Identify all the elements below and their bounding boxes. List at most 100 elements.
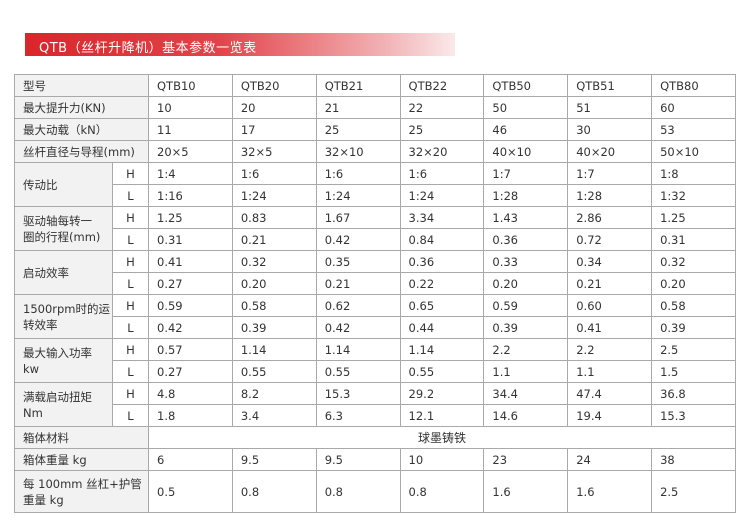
sub-row: L 1.8 3.4 6.3 12.1 14.6 19.4 15.3 bbox=[15, 404, 736, 427]
value-cell: 1.14 bbox=[315, 338, 401, 361]
value-cell: 1:8 bbox=[651, 162, 736, 185]
value-cell: 10 bbox=[148, 96, 233, 119]
value-cell: 0.20 bbox=[483, 272, 569, 295]
header-cell: QTB51 bbox=[567, 74, 653, 97]
sub-row: L 0.27 0.20 0.21 0.22 0.20 0.21 0.20 bbox=[15, 272, 736, 295]
value-cell: 0.31 bbox=[148, 228, 233, 251]
value-cell: 0.32 bbox=[651, 250, 736, 273]
value-cell: 24 bbox=[567, 448, 653, 471]
value-cell: 22 bbox=[399, 96, 485, 119]
value-cell: 6 bbox=[148, 448, 233, 471]
value-cell: 1.25 bbox=[651, 206, 736, 229]
row-label-line: 丝杆直径与导程(mm) bbox=[23, 144, 135, 159]
row-label-line: 最大动载（kN） bbox=[23, 122, 108, 137]
sub-key: H bbox=[112, 250, 149, 273]
value-cell: 0.65 bbox=[399, 294, 485, 317]
sub-row: L 0.27 0.55 0.55 0.55 1.1 1.1 1.5 bbox=[15, 360, 736, 383]
row-label: 满载启动扭矩 Nm bbox=[14, 382, 113, 427]
header-cell: QTB50 bbox=[483, 74, 569, 97]
value-cell: 1:28 bbox=[567, 184, 653, 207]
value-cell: 0.36 bbox=[399, 250, 485, 273]
value-cell: 0.62 bbox=[315, 294, 401, 317]
value-cell: 34.4 bbox=[483, 382, 569, 405]
sub-row: L 1:16 1:24 1:24 1:24 1:28 1:28 1:32 bbox=[15, 184, 736, 207]
value-cell: 1.5 bbox=[651, 360, 736, 383]
row-label: 1500rpm时的运 转效率 bbox=[14, 294, 113, 339]
header-cell: QTB22 bbox=[399, 74, 485, 97]
value-cell: 1.6 bbox=[567, 470, 653, 513]
value-cell: 19.4 bbox=[567, 404, 653, 427]
value-cell: 0.59 bbox=[483, 294, 569, 317]
value-cell: 20 bbox=[231, 96, 317, 119]
value-cell: 36.8 bbox=[651, 382, 736, 405]
value-cell: 0.32 bbox=[231, 250, 317, 273]
value-cell: 0.33 bbox=[483, 250, 569, 273]
data-row: 箱体材料 球墨铸铁 bbox=[14, 426, 736, 449]
value-cell: 50×10 bbox=[651, 140, 736, 163]
sub-key: L bbox=[112, 360, 149, 383]
sub-key: L bbox=[112, 272, 149, 295]
value-cell: 1:28 bbox=[483, 184, 569, 207]
data-row: 箱体重量 kg 6 9.5 9.5 10 23 24 38 bbox=[14, 448, 736, 471]
sub-key: L bbox=[112, 228, 149, 251]
value-cell: 6.3 bbox=[315, 404, 401, 427]
row-label-line: Nm bbox=[23, 405, 43, 420]
value-cell: 0.42 bbox=[315, 316, 401, 339]
header-cell: QTB10 bbox=[148, 74, 233, 97]
value-cell: 17 bbox=[231, 118, 317, 141]
row-label-line: 驱动轴每转一 bbox=[23, 213, 92, 228]
value-cell: 38 bbox=[651, 448, 736, 471]
value-cell: 8.2 bbox=[231, 382, 317, 405]
value-cell: 25 bbox=[399, 118, 485, 141]
value-cell: 32×10 bbox=[315, 140, 401, 163]
value-cell: 0.5 bbox=[148, 470, 233, 513]
row-label: 启动效率 bbox=[14, 250, 113, 295]
row-label: 丝杆直径与导程(mm) bbox=[14, 140, 149, 163]
row-label: 驱动轴每转一 圈的行程(mm) bbox=[14, 206, 113, 251]
row-label-line: 箱体材料 bbox=[23, 430, 69, 445]
value-cell: 0.58 bbox=[651, 294, 736, 317]
value-cell: 0.55 bbox=[399, 360, 485, 383]
value-cell: 1.1 bbox=[483, 360, 569, 383]
row-label: 每 100mm 丝杠+护管 重量 kg bbox=[14, 470, 149, 513]
value-cell: 0.8 bbox=[231, 470, 317, 513]
value-cell: 0.58 bbox=[231, 294, 317, 317]
value-cell: 21 bbox=[315, 96, 401, 119]
sub-key: L bbox=[112, 184, 149, 207]
value-cell: 0.60 bbox=[567, 294, 653, 317]
row-label-line: 1500rpm时的运 bbox=[23, 301, 110, 316]
sub-row: 1500rpm时的运 转效率 H 0.59 0.58 0.62 0.65 0.59 0.60 0.… bbox=[14, 294, 736, 339]
sub-key: H bbox=[112, 162, 149, 185]
value-cell: 1:6 bbox=[231, 162, 317, 185]
value-cell: 1:24 bbox=[231, 184, 317, 207]
row-label-line: 传动比 bbox=[23, 177, 58, 192]
value-cell: 1:6 bbox=[315, 162, 401, 185]
sub-row: L 0.31 0.21 0.42 0.84 0.36 0.72 0.31 bbox=[15, 228, 736, 251]
value-cell: 47.4 bbox=[567, 382, 653, 405]
value-cell: 0.27 bbox=[148, 360, 233, 383]
value-cell: 1.43 bbox=[483, 206, 569, 229]
value-cell: 51 bbox=[567, 96, 653, 119]
value-cell: 0.20 bbox=[231, 272, 317, 295]
value-cell: 0.55 bbox=[231, 360, 317, 383]
value-cell: 1.25 bbox=[148, 206, 233, 229]
value-cell: 32×20 bbox=[399, 140, 485, 163]
row-label-line: 转效率 bbox=[23, 317, 58, 332]
value-cell: 9.5 bbox=[231, 448, 317, 471]
row-label: 最大输入功率 kw bbox=[14, 338, 113, 383]
row-label: 箱体重量 kg bbox=[14, 448, 149, 471]
value-cell: 2.86 bbox=[567, 206, 653, 229]
value-cell: 0.57 bbox=[148, 338, 233, 361]
row-label: 最大提升力(KN) bbox=[14, 96, 149, 119]
value-cell: 25 bbox=[315, 118, 401, 141]
value-cell: 0.44 bbox=[399, 316, 485, 339]
merged-cell: 球墨铸铁 bbox=[148, 426, 736, 449]
value-cell: 2.2 bbox=[567, 338, 653, 361]
value-cell: 3.4 bbox=[231, 404, 317, 427]
value-cell: 0.36 bbox=[483, 228, 569, 251]
header-cell: QTB21 bbox=[315, 74, 401, 97]
row-label-line: 重量 kg bbox=[23, 492, 64, 507]
value-cell: 0.20 bbox=[651, 272, 736, 295]
row-label-line: 最大输入功率 bbox=[23, 345, 92, 360]
value-cell: 0.21 bbox=[231, 228, 317, 251]
